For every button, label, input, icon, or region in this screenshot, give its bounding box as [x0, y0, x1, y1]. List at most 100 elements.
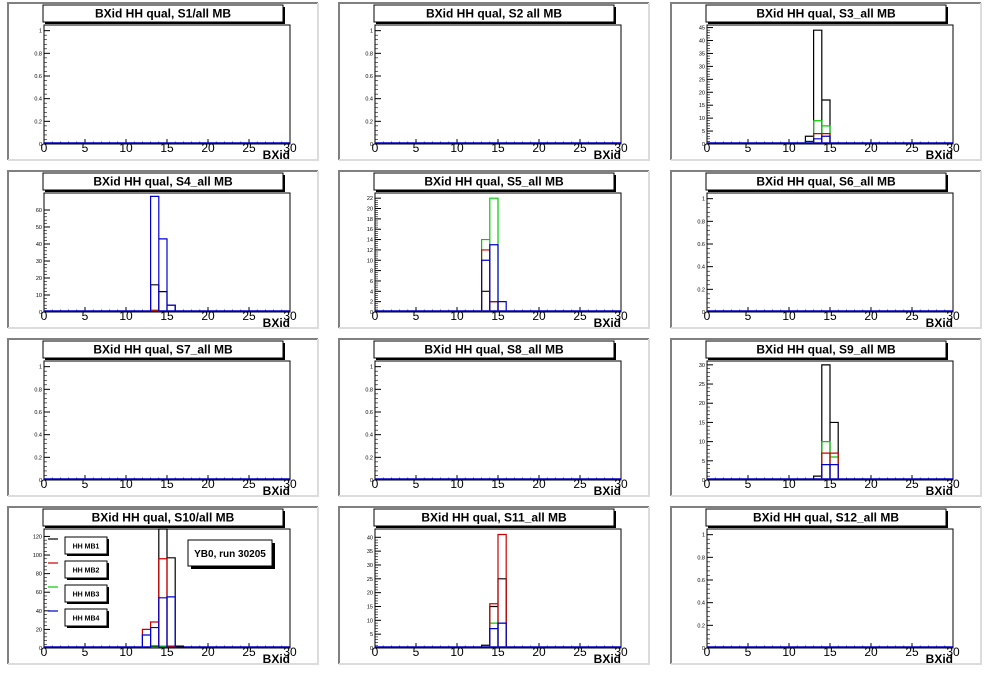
- x-tick-label: 5: [413, 141, 420, 155]
- x-tick-label: 15: [160, 645, 174, 659]
- panel-bevel-light: [8, 339, 319, 497]
- x-axis-label: BXid: [926, 652, 953, 666]
- x-tick-label: 20: [532, 141, 546, 155]
- x-tick-label: 30: [283, 141, 297, 155]
- panel-bevel-dark: [670, 170, 981, 328]
- y-tick-label: 120: [33, 534, 42, 540]
- histogram-series-4: [141, 596, 176, 648]
- legend-box: [64, 584, 108, 603]
- y-tick-label: 0.6: [365, 74, 373, 80]
- y-tick-label: 0.4: [697, 601, 705, 607]
- annotation-box: [187, 539, 273, 567]
- panel-bevel-dark: [7, 338, 318, 496]
- legend-box: [64, 608, 108, 627]
- x-tick-label: 5: [745, 309, 752, 323]
- title-box: [705, 340, 947, 359]
- y-tick-label: 1: [702, 197, 705, 203]
- y-tick-label: 0.8: [365, 51, 373, 57]
- x-tick-label: 5: [82, 477, 89, 491]
- panel-bevel-light: [8, 171, 319, 329]
- x-tick-label: 25: [573, 309, 587, 323]
- histogram-series-3: [821, 452, 839, 480]
- histogram-series-2: [481, 197, 499, 312]
- y-tick-label: 25: [367, 577, 373, 583]
- x-tick-label: 10: [450, 141, 464, 155]
- x-tick-label: 5: [82, 645, 89, 659]
- y-tick-label: 0.8: [34, 51, 42, 57]
- histogram-series-3: [489, 533, 507, 648]
- histogram-series-4: [150, 195, 176, 312]
- y-tick-label: 0: [370, 646, 373, 652]
- title-box: [705, 508, 947, 527]
- y-tick-label: 10: [367, 618, 373, 624]
- y-tick-label: 15: [367, 604, 373, 610]
- y-tick-label: 0: [39, 478, 42, 484]
- y-tick-label: 0: [370, 310, 373, 316]
- legend-box: [64, 560, 108, 579]
- y-tick-label: 0.8: [697, 555, 705, 561]
- x-tick-label: 20: [532, 309, 546, 323]
- y-tick-label: 30: [36, 259, 42, 265]
- y-tick-label: 4: [370, 289, 373, 295]
- x-tick-label: 10: [450, 309, 464, 323]
- x-tick-label: 15: [491, 141, 505, 155]
- x-tick-label: 15: [823, 645, 837, 659]
- x-tick-label: 10: [782, 309, 796, 323]
- y-tick-label: 2: [370, 300, 373, 306]
- y-tick-label: 0.4: [697, 265, 705, 271]
- y-tick-label: 0.8: [34, 387, 42, 393]
- panel-title: BXid HH qual, S9_all MB: [756, 343, 896, 357]
- title-box: [42, 172, 284, 191]
- y-tick-label: 12: [367, 248, 373, 254]
- panel-bevel-dark: [338, 506, 649, 664]
- x-tick-label: 30: [946, 645, 960, 659]
- x-tick-label: 25: [573, 645, 587, 659]
- x-tick-label: 30: [946, 477, 960, 491]
- y-tick-label: 0.2: [365, 455, 373, 461]
- y-tick-label: 40: [36, 242, 42, 248]
- panel-background: [8, 507, 318, 664]
- y-tick-label: 5: [702, 129, 705, 135]
- x-tick-label: 0: [372, 309, 379, 323]
- x-axis-label: BXid: [594, 652, 621, 666]
- y-tick-label: 1: [39, 365, 42, 371]
- x-tick-label: 5: [413, 645, 420, 659]
- y-tick-label: 10: [699, 116, 705, 122]
- histogram-series-1: [481, 578, 507, 648]
- x-tick-label: 5: [745, 645, 752, 659]
- y-tick-label: 0.4: [34, 433, 42, 439]
- x-axis-label: BXid: [263, 316, 290, 330]
- title-box: [373, 340, 615, 359]
- x-axis-label: BXid: [594, 148, 621, 162]
- y-tick-label: 20: [699, 401, 705, 407]
- title-box: [373, 172, 615, 191]
- y-tick-label: 1: [370, 29, 373, 35]
- y-tick-label: 0.2: [34, 455, 42, 461]
- x-tick-label: 15: [823, 477, 837, 491]
- x-tick-label: 20: [864, 141, 878, 155]
- x-axis-label: BXid: [926, 484, 953, 498]
- y-tick-label: 0.2: [34, 119, 42, 125]
- x-tick-label: 10: [782, 141, 796, 155]
- y-tick-label: 5: [702, 459, 705, 465]
- y-tick-label: 25: [699, 77, 705, 83]
- panel-bevel-light: [339, 171, 650, 329]
- x-axis-label: BXid: [926, 148, 953, 162]
- y-tick-label: 0.6: [365, 410, 373, 416]
- panel-bevel-light: [671, 171, 982, 329]
- x-axis-label: BXid: [263, 148, 290, 162]
- panel-title: BXid HH qual, S6_all MB: [756, 175, 896, 189]
- x-axis-label: BXid: [926, 316, 953, 330]
- y-tick-label: 35: [367, 549, 373, 555]
- y-tick-label: 0.6: [697, 242, 705, 248]
- x-tick-label: 15: [491, 477, 505, 491]
- y-tick-label: 0: [39, 646, 42, 652]
- x-tick-label: 25: [242, 645, 256, 659]
- y-tick-label: 0: [39, 310, 42, 316]
- y-tick-label: 60: [36, 590, 42, 596]
- x-tick-label: 30: [283, 645, 297, 659]
